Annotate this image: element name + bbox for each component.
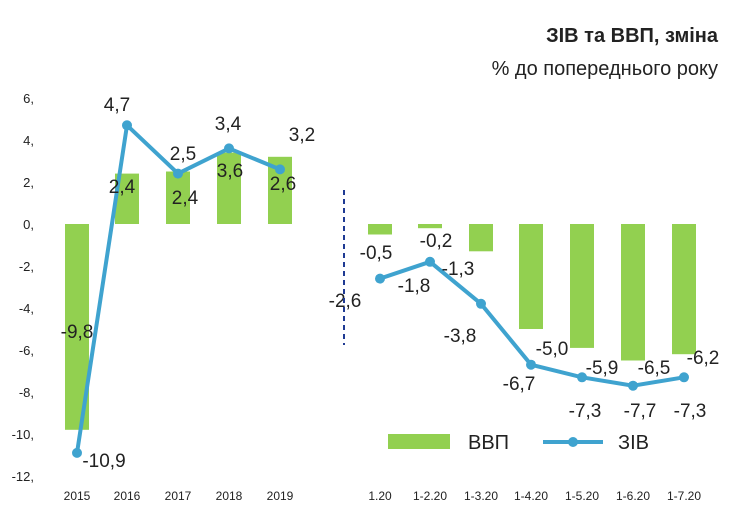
y-tick-label: 2, [23, 175, 34, 190]
bar-gdp [368, 224, 392, 235]
x-tick-label: 1-6.20 [616, 489, 650, 503]
y-tick-label: -10, [12, 427, 34, 442]
data-label-gdp: -9,8 [61, 322, 94, 343]
data-label-gdp: -5,0 [536, 339, 569, 360]
bar-gdp [570, 224, 594, 348]
point-ziv [679, 372, 689, 383]
chart-subtitle: % до попереднього року [492, 58, 718, 80]
x-tick-label: 1-5.20 [565, 489, 599, 503]
data-label-ziv: -7,3 [569, 401, 602, 422]
data-label-gdp: -6,5 [638, 358, 671, 379]
point-ziv [526, 359, 536, 370]
data-label-gdp: -6,2 [687, 348, 720, 369]
point-ziv [275, 164, 285, 175]
x-tick-label: 2019 [267, 489, 294, 503]
legend-marker-ziv [568, 437, 578, 447]
x-tick-label: 1-7.20 [667, 489, 701, 503]
x-tick-label: 1-3.20 [464, 489, 498, 503]
x-tick-label: 1.20 [368, 489, 392, 503]
bar-gdp [672, 224, 696, 355]
data-label-ziv: -6,7 [503, 374, 536, 395]
data-label-gdp: -1,3 [442, 259, 475, 280]
data-label-gdp: 2,5 [170, 144, 196, 165]
point-ziv [122, 120, 132, 131]
bar-gdp [166, 171, 190, 224]
data-label-gdp: -0,5 [360, 243, 393, 264]
legend: ВВП ЗІВ [388, 432, 649, 454]
bar-gdp [217, 152, 241, 224]
point-ziv [577, 372, 587, 383]
x-tick-label: 2016 [114, 489, 141, 503]
data-label-gdp: 2,4 [109, 177, 136, 198]
data-label-ziv: 2,4 [172, 188, 199, 209]
x-tick-label: 1-2.20 [413, 489, 447, 503]
bar-gdp [519, 224, 543, 329]
data-label-ziv: 3,6 [217, 161, 243, 182]
x-tick-label: 1-4.20 [514, 489, 548, 503]
y-tick-label: 6, [23, 91, 34, 106]
data-label-ziv: 2,6 [270, 174, 296, 195]
data-label-gdp: -0,2 [420, 231, 453, 252]
point-ziv [72, 447, 82, 458]
data-label-ziv: -10,9 [82, 451, 125, 472]
point-ziv [173, 168, 183, 179]
y-tick-label: 4, [23, 133, 34, 148]
data-label-ziv: -1,8 [398, 276, 431, 297]
x-tick-label: 2017 [165, 489, 192, 503]
x-tick-label: 2015 [64, 489, 91, 503]
bar-gdp [621, 224, 645, 361]
point-ziv [476, 298, 486, 309]
point-ziv [628, 380, 638, 391]
legend-label-ziv: ЗІВ [618, 432, 649, 454]
data-label-gdp: 3,2 [289, 125, 315, 146]
y-tick-label: -4, [19, 301, 34, 316]
y-tick-label: 0, [23, 217, 34, 232]
point-ziv [375, 273, 385, 284]
bar-gdp [418, 224, 442, 229]
data-label-ziv: -7,3 [674, 401, 707, 422]
y-tick-label: -6, [19, 343, 34, 358]
chart-title: ЗІВ та ВВП, зміна [546, 25, 719, 47]
data-label-ziv: -7,7 [624, 401, 657, 422]
y-tick-label: -12, [12, 469, 34, 484]
legend-swatch-gdp [388, 434, 450, 449]
x-tick-label: 2018 [216, 489, 243, 503]
data-label-gdp: -5,9 [586, 358, 619, 379]
bar-gdp [469, 224, 493, 252]
data-label-ziv: 4,7 [104, 95, 130, 116]
point-ziv [224, 143, 234, 154]
data-label-ziv: -3,8 [444, 326, 477, 347]
y-tick-label: -2, [19, 259, 34, 274]
data-label-gdp: 3,4 [215, 114, 242, 135]
y-tick-label: -8, [19, 385, 34, 400]
point-ziv [425, 256, 435, 267]
legend-label-gdp: ВВП [468, 432, 509, 454]
